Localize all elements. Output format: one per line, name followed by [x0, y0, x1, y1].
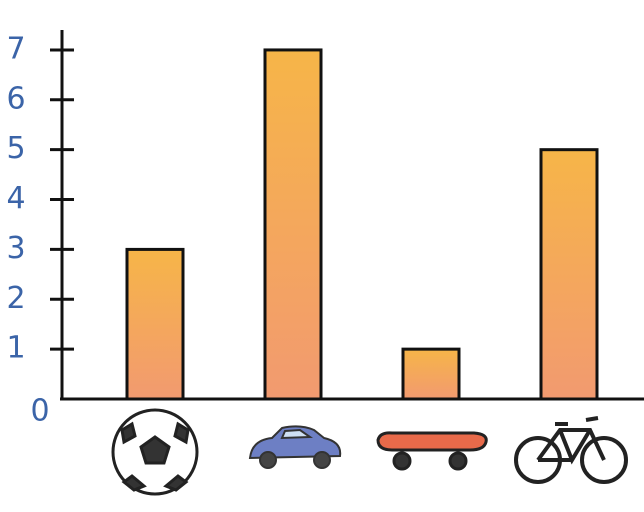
- y-tick-label: 4: [6, 181, 25, 216]
- y-tick-label: 3: [6, 231, 25, 266]
- y-tick-label: 0: [30, 394, 49, 429]
- bar: [125, 247, 185, 401]
- bar: [401, 347, 461, 401]
- y-tick-label: 6: [6, 81, 25, 116]
- bicycle-icon: [514, 416, 628, 484]
- bar: [539, 148, 599, 401]
- plot-area: [125, 48, 599, 401]
- bar: [263, 48, 323, 401]
- y-tick-label: 5: [6, 131, 25, 166]
- car-icon: [248, 425, 342, 469]
- y-tick-label: 1: [6, 331, 25, 366]
- y-tick-label: 7: [6, 31, 25, 66]
- skateboard-icon: [376, 431, 488, 471]
- y-tick-label: 2: [6, 281, 25, 316]
- soccer-ball-icon: [111, 408, 199, 496]
